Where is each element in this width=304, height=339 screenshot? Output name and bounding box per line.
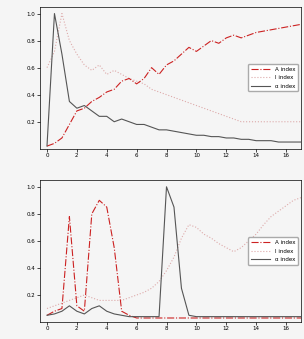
Legend: A index, I index, α index: A index, I index, α index	[248, 64, 298, 92]
Legend: A index, I index, α index: A index, I index, α index	[248, 237, 298, 265]
